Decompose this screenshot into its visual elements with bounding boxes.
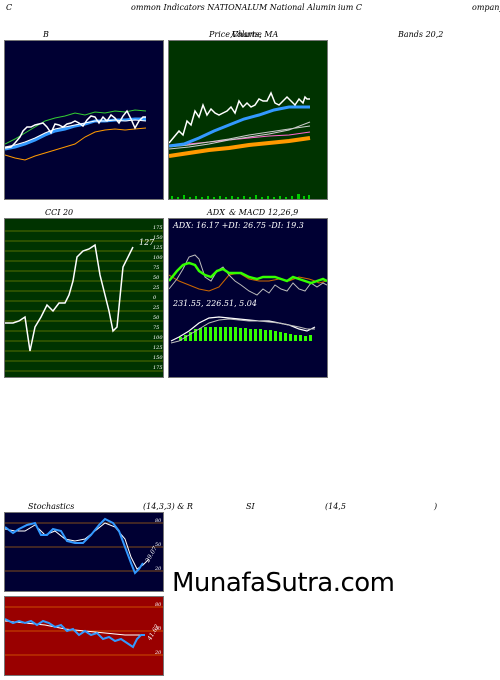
cci-level-10: 50 bbox=[153, 315, 160, 321]
bb-upper-band bbox=[5, 109, 147, 145]
adx-minus-di-line bbox=[169, 272, 327, 292]
cci-title: CCI 20 bbox=[45, 208, 74, 217]
bb-price-line bbox=[5, 109, 146, 149]
stoch-title-b: (14,3,3) & R bbox=[143, 502, 193, 511]
ma-short-blue bbox=[169, 105, 310, 148]
header-fragment: ium C bbox=[338, 3, 362, 12]
cci-value-label: 127 bbox=[139, 238, 155, 247]
price-volume-ma-chart bbox=[168, 40, 328, 200]
bands-title-left: B bbox=[43, 30, 49, 39]
macd-readout: 231.55, 226.51, 5.04 bbox=[173, 299, 257, 308]
cci-level-14: 150 bbox=[153, 355, 163, 361]
macd-signal-line bbox=[170, 318, 315, 344]
bands-title-right: Bands 20,2 bbox=[398, 30, 444, 39]
ma-white-1 bbox=[169, 125, 311, 148]
adx-macd-chart: ADX: 16.17 +DI: 26.75 -DI: 19.3 231.55, … bbox=[168, 218, 328, 378]
cci-line bbox=[5, 243, 134, 352]
cci-level-8: 0 bbox=[153, 295, 157, 301]
volume-bars bbox=[171, 194, 310, 199]
adx-gray-line bbox=[169, 254, 327, 296]
price-line bbox=[169, 91, 310, 144]
cci-level-13: 125 bbox=[153, 345, 163, 351]
cci-grid bbox=[5, 230, 163, 372]
stoch-title-e: ) bbox=[434, 502, 438, 511]
cci-level-9: 25 bbox=[153, 305, 160, 311]
adx-title-a: ADX bbox=[207, 208, 225, 217]
rsi-chart: 80 50 20 41.62 bbox=[4, 596, 164, 676]
cci-level-15: 175 bbox=[153, 365, 163, 371]
bb-sma-line bbox=[5, 119, 147, 148]
cci-level-5: 75 bbox=[153, 265, 160, 271]
cci-level-12: 100 bbox=[153, 335, 163, 341]
price-title-b: Volume bbox=[232, 30, 262, 39]
price-title-c: Charts, MA bbox=[232, 30, 279, 39]
cci-level-7: 25 bbox=[153, 285, 160, 291]
header-company-title: ommon Indicators NATIONALUM National Alu… bbox=[131, 3, 336, 12]
stoch-title-c: SI bbox=[246, 502, 255, 511]
rsi-level-80: 80 bbox=[155, 602, 162, 608]
stoch-d-line bbox=[5, 522, 150, 570]
cci-level-2: 150 bbox=[153, 235, 163, 241]
macd-line bbox=[170, 316, 316, 342]
stoch-title-a: Stochastics bbox=[28, 502, 75, 511]
watermark-logo: MunafaSutra.com bbox=[172, 568, 395, 598]
cci-level-1: 175 bbox=[153, 225, 163, 231]
rsi-line bbox=[5, 618, 145, 649]
cci-level-11: 75 bbox=[153, 325, 160, 331]
cci-level-4: 100 bbox=[153, 255, 163, 261]
adx-title-b: & MACD 12,26,9 bbox=[229, 208, 299, 217]
rsi-level-50: 50 bbox=[155, 626, 162, 632]
stoch-level-80: 80 bbox=[155, 518, 162, 524]
stoch-grid bbox=[5, 522, 163, 572]
price-title-a: Price, bbox=[209, 30, 233, 39]
ma-white-2 bbox=[169, 121, 311, 150]
stochastics-chart: 80 50 20 29.07 bbox=[4, 512, 164, 592]
stoch-k-line bbox=[5, 517, 144, 575]
rsi-level-20: 20 bbox=[155, 650, 162, 656]
stoch-level-20: 20 bbox=[155, 566, 162, 572]
header-fragment-end: ompany bbox=[472, 3, 500, 12]
stoch-level-50: 50 bbox=[155, 542, 162, 548]
cci-level-6: 50 bbox=[153, 275, 160, 281]
header-c: C bbox=[6, 3, 13, 12]
bb-middle-band bbox=[5, 117, 146, 151]
cci-level-3: 125 bbox=[153, 245, 163, 251]
bollinger-bands-chart bbox=[4, 40, 164, 200]
adx-plus-di-line bbox=[169, 261, 327, 285]
macd-histogram bbox=[179, 327, 312, 341]
ma-long-orange bbox=[169, 136, 311, 158]
bb-lower-band bbox=[5, 127, 147, 161]
cci-chart: 127 175 150 125 100 75 50 25 0 25 50 75 … bbox=[4, 218, 164, 378]
stoch-title-d: (14,5 bbox=[325, 502, 346, 511]
adx-readout: ADX: 16.17 +DI: 26.75 -DI: 19.3 bbox=[173, 221, 304, 230]
